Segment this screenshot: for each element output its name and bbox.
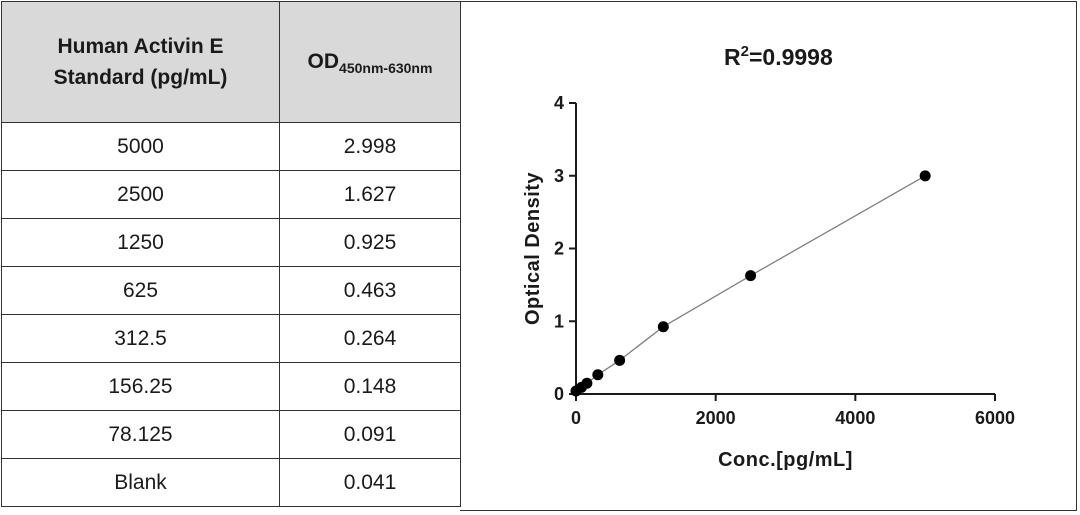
cell-concentration: 78.125 [1,410,280,459]
x-axis-title: Conc.[pg/mL] [718,449,853,471]
header-od-main: OD [307,50,340,74]
chart-panel: R2=0.9998 0 1 2 3 4 0 2000 4000 6000 Conc.[pg/mL] O… [460,1,1077,511]
cell-concentration: 1250 [1,218,280,267]
cell-concentration: 156.25 [1,362,280,411]
data-point [657,321,669,333]
table-row: 78.125 0.091 [1,410,461,459]
y-tick-label: 2 [554,239,564,259]
table-row: 1250 0.925 [1,218,461,267]
x-tick-label: 6000 [975,408,1015,428]
cell-od: 0.041 [279,458,461,507]
standard-table: Human Activin E Standard (pg/mL) OD450nm… [1,1,461,507]
table-body: 5000 2.998 2500 1.627 1250 0.925 625 0.463 312.5… [1,122,461,507]
data-point [592,369,604,381]
y-tick-label: 1 [554,311,564,331]
cell-od: 0.264 [279,314,461,363]
table-row: 5000 2.998 [1,122,461,171]
y-tick-label: 4 [554,93,564,113]
y-tick-label: 3 [554,166,564,186]
table-row: 2500 1.627 [1,170,461,219]
cell-concentration: 625 [1,266,280,315]
table-row: Blank 0.041 [1,458,461,507]
data-point [745,270,757,282]
header-od: OD450nm-630nm [279,1,461,123]
table-row: 156.25 0.148 [1,362,461,411]
cell-concentration: Blank [1,458,280,507]
table-row: 312.5 0.264 [1,314,461,363]
cell-od: 0.463 [279,266,461,315]
cell-concentration: 5000 [1,122,280,171]
data-point [919,170,931,182]
cell-od: 1.627 [279,170,461,219]
cell-od: 2.998 [279,122,461,171]
cell-od: 0.148 [279,362,461,411]
cell-concentration: 2500 [1,170,280,219]
cell-concentration: 312.5 [1,314,280,363]
cell-od: 0.925 [279,218,461,267]
y-tick-label: 0 [554,384,564,404]
x-tick-label: 0 [571,408,581,428]
data-point [581,377,593,389]
header-od-subscript: 450nm-630nm [339,60,433,77]
data-point [614,354,626,366]
fit-curve [575,175,926,392]
standard-curve-chart: R2=0.9998 0 1 2 3 4 0 2000 4000 6000 Conc.[pg/mL] O… [522,43,1015,471]
table-header-row: Human Activin E Standard (pg/mL) OD450nm… [1,1,461,123]
x-tick-label: 4000 [835,408,875,428]
chart-title: R2=0.9998 [724,43,833,70]
header-concentration: Human Activin E Standard (pg/mL) [1,1,280,123]
table-row: 625 0.463 [1,266,461,315]
cell-od: 0.091 [279,410,461,459]
y-axis-title: Optical Density [522,172,544,325]
x-tick-label: 2000 [696,408,736,428]
